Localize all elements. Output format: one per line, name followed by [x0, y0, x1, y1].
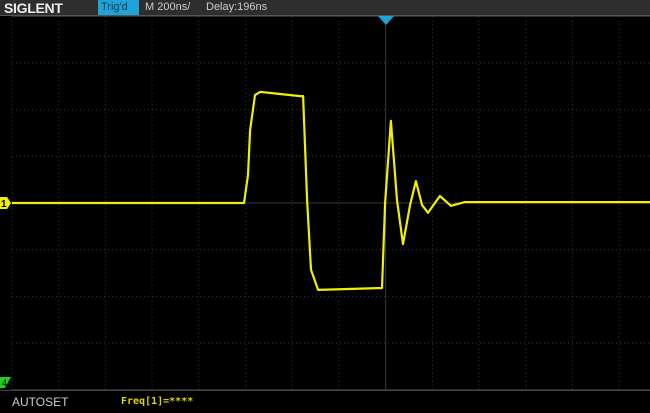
timebase-readout[interactable]: M 200ns/	[145, 1, 191, 13]
channel4-label: 4	[2, 378, 7, 388]
trigger-position-marker[interactable]	[378, 16, 394, 25]
bottom-bar: AUTOSET Freq[1]=****	[0, 390, 650, 413]
delay-readout[interactable]: Delay:196ns	[206, 1, 268, 13]
waveform-display: 1 4	[0, 16, 650, 390]
channel1-label: 1	[1, 199, 7, 210]
brand-logo: SIGLENT	[4, 0, 63, 16]
autoset-label[interactable]: AUTOSET	[12, 395, 69, 409]
channel1-marker[interactable]: 1	[0, 197, 11, 210]
trigger-status-badge[interactable]: Trig'd	[98, 0, 139, 15]
frequency-measurement: Freq[1]=****	[121, 396, 194, 407]
channel4-marker[interactable]: 4	[0, 377, 11, 388]
channel1-trace	[11, 90, 650, 291]
status-bar: SIGLENT Trig'd M 200ns/ Delay:196ns	[0, 0, 650, 16]
